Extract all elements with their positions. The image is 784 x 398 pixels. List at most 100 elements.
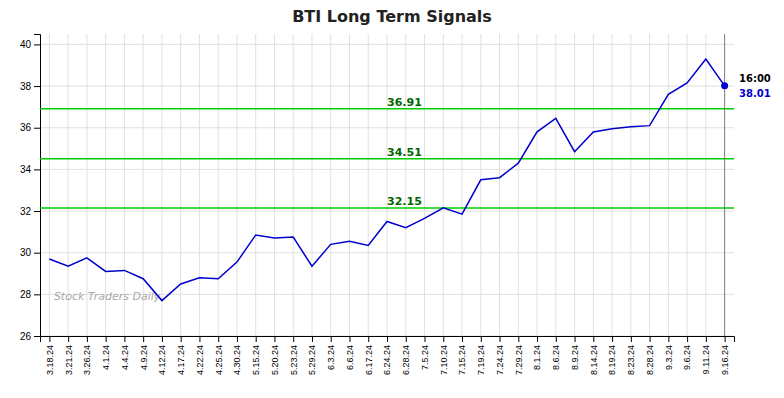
x-tick: 6.24.24 [382, 336, 392, 375]
annotation: 38.01 [739, 88, 771, 99]
y-tick-mark [34, 294, 40, 295]
x-tick-mark [49, 336, 50, 342]
x-tick-mark [199, 336, 200, 342]
x-tick: 4.4.24 [120, 336, 130, 370]
signal-label: 34.51 [387, 146, 422, 159]
x-tick-mark [349, 336, 350, 342]
x-tick: 5.15.24 [251, 336, 261, 375]
grid-line-x [462, 34, 463, 336]
x-tick-mark [256, 336, 257, 342]
y-tick-label: 28 [20, 289, 32, 300]
x-tick: 4.17.24 [176, 336, 186, 375]
y-tick-label: 30 [20, 247, 32, 258]
x-tick-mark [237, 336, 238, 342]
grid-line-x [593, 34, 594, 336]
y-tick-mark [34, 128, 40, 129]
x-tick-mark [143, 336, 144, 342]
x-tick-label: 7.15.24 [457, 345, 467, 375]
y-axis: 2628303234363840 [20, 35, 41, 342]
grid-line-x [724, 34, 725, 336]
x-tick: 4.22.24 [195, 336, 205, 375]
x-tick-mark [650, 336, 651, 342]
x-tick-label: 8.9.24 [570, 345, 580, 370]
grid-line-x [387, 34, 388, 336]
x-tick-mark [312, 336, 313, 342]
x-tick-mark [368, 336, 369, 342]
x-tick-label: 3.18.24 [45, 345, 55, 375]
grid-line-x [330, 34, 331, 336]
grid-line-x [687, 34, 688, 336]
x-tick-mark [106, 336, 107, 342]
x-tick-label: 8.19.24 [607, 345, 617, 375]
grid-line-x [405, 34, 406, 336]
x-tick-mark [387, 336, 388, 342]
x-tick: 7.5.24 [420, 336, 430, 370]
x-tick: 9.3.24 [664, 336, 674, 370]
x-tick-mark [462, 336, 463, 342]
grid-line-x [443, 34, 444, 336]
x-tick-mark [87, 336, 88, 342]
annotation: 16:00 [739, 73, 771, 84]
x-tick: 3.18.24 [45, 336, 55, 375]
x-tick-label: 6.6.24 [345, 345, 355, 370]
x-tick-label: 8.28.24 [645, 345, 655, 375]
x-tick-label: 7.19.24 [476, 345, 486, 375]
grid-line-x [161, 34, 162, 336]
y-tick-label: 34 [20, 164, 32, 175]
x-tick-label: 9.11.24 [701, 345, 711, 374]
x-tick: 8.1.24 [532, 336, 542, 370]
y-axis-line [34, 35, 41, 337]
x-tick-mark [537, 336, 538, 342]
x-tick-mark [425, 336, 426, 342]
x-tick: 4.1.24 [101, 336, 111, 370]
grid-line-x [236, 34, 237, 336]
x-tick-label: 4.12.24 [157, 345, 167, 375]
x-tick: 5.29.24 [307, 336, 317, 375]
x-tick-label: 5.20.24 [270, 345, 280, 375]
grid-line-x [480, 34, 481, 336]
x-tick: 7.10.24 [439, 336, 449, 375]
x-tick-mark [556, 336, 557, 342]
y-tick: 30 [20, 247, 40, 258]
title: BTI Long Term Signals [292, 7, 492, 26]
grid-line-x [349, 34, 350, 336]
x-tick-mark [481, 336, 482, 342]
grid-line-x [518, 34, 519, 336]
x-tick: 8.9.24 [570, 336, 580, 370]
x-tick: 9.11.24 [701, 336, 711, 374]
y-tick-mark [34, 336, 40, 337]
grid-line-x [218, 34, 219, 336]
grid-line-x [612, 34, 613, 336]
data-layer [40, 34, 734, 336]
x-tick-mark [68, 336, 69, 342]
x-tick-label: 4.22.24 [195, 345, 205, 375]
x-tick: 6.17.24 [364, 336, 374, 375]
x-tick: 3.26.24 [82, 336, 92, 375]
x-tick-label: 7.5.24 [420, 345, 430, 370]
y-tick: 38 [20, 81, 40, 92]
x-tick: 8.6.24 [551, 336, 561, 370]
x-tick-label: 7.29.24 [514, 345, 524, 375]
y-tick: 34 [20, 164, 40, 175]
x-axis-line [41, 337, 735, 343]
grid-line-x [649, 34, 650, 336]
y-tick: 32 [20, 206, 40, 217]
grid-line-x [574, 34, 575, 336]
grid-line-x [255, 34, 256, 336]
x-tick-label: 5.23.24 [289, 345, 299, 375]
x-tick: 7.29.24 [514, 336, 524, 375]
x-tick: 8.19.24 [607, 336, 617, 375]
x-tick-mark [500, 336, 501, 342]
x-tick-label: 4.4.24 [120, 345, 130, 370]
y-tick: 28 [20, 289, 40, 300]
grid [40, 34, 734, 336]
x-tick-label: 3.21.24 [64, 345, 74, 375]
x-tick-mark [162, 336, 163, 342]
x-tick-label: 7.10.24 [439, 345, 449, 375]
y-tick-mark [34, 86, 40, 87]
x-tick-mark [331, 336, 332, 342]
x-tick-label: 3.26.24 [82, 345, 92, 375]
x-tick: 9.16.24 [720, 336, 730, 375]
x-tick-label: 4.30.24 [232, 345, 242, 375]
x-tick-mark [124, 336, 125, 342]
